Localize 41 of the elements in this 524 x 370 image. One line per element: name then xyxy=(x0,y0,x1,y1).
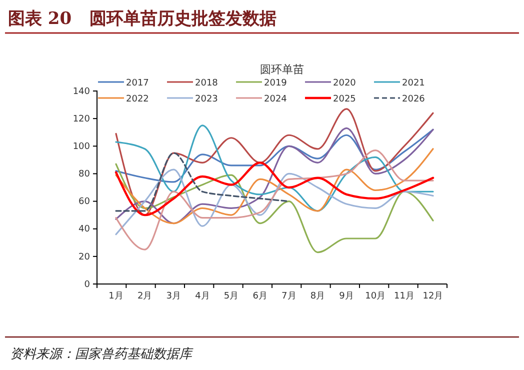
line-series xyxy=(115,148,434,224)
y-tick-label: 20 xyxy=(78,252,90,262)
legend-label: 2019 xyxy=(264,78,288,88)
y-tick-label: 100 xyxy=(72,142,90,152)
legend-label: 2025 xyxy=(333,94,356,104)
x-tick-label: 4月 xyxy=(195,291,210,302)
legend-label: 2018 xyxy=(195,78,218,88)
x-tick-label: 1月 xyxy=(108,291,124,302)
x-tick-label: 10月 xyxy=(365,291,386,302)
y-tick-label: 0 xyxy=(84,280,90,290)
x-tick-label: 2月 xyxy=(137,291,152,302)
legend-label: 2026 xyxy=(402,94,426,104)
line-series xyxy=(115,163,434,254)
legend-label: 2022 xyxy=(126,94,149,104)
y-tick-label: 140 xyxy=(72,86,90,97)
chart-subtitle: 圆环单苗 xyxy=(260,63,304,76)
legend-label: 2024 xyxy=(264,94,288,104)
legend-label: 2021 xyxy=(402,78,425,88)
chart-title: 图表 20 圆环单苗历史批签发数据 xyxy=(8,9,276,29)
line-series xyxy=(115,108,434,216)
x-tick-label: 3月 xyxy=(166,291,182,302)
y-tick-label: 40 xyxy=(78,224,90,235)
line-series xyxy=(115,149,434,250)
x-tick-label: 5月 xyxy=(224,291,239,302)
legend-label: 2020 xyxy=(333,78,356,88)
y-tick-label: 80 xyxy=(78,170,90,180)
x-tick-label: 11月 xyxy=(394,291,414,302)
x-tick-label: 12月 xyxy=(422,291,444,302)
line-series xyxy=(115,168,434,236)
y-tick-label: 120 xyxy=(72,114,90,124)
line-series xyxy=(115,152,290,212)
x-tick-label: 7月 xyxy=(282,291,296,302)
line-series xyxy=(114,162,434,216)
y-tick-label: 60 xyxy=(78,197,90,208)
legend-label: 2017 xyxy=(126,78,149,88)
x-tick-label: 9月 xyxy=(339,291,354,302)
x-tick-label: 8月 xyxy=(310,291,326,302)
legend-label: 2023 xyxy=(195,94,218,104)
x-tick-label: 6月 xyxy=(252,291,268,302)
line-series xyxy=(115,128,434,183)
text: 资料来源：国家兽药基础数据库 xyxy=(10,346,194,362)
